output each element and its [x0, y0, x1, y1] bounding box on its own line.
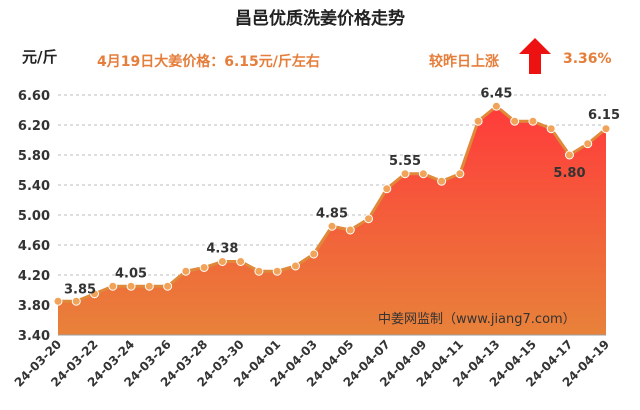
data-point [163, 281, 173, 291]
data-label: 5.80 [553, 166, 585, 181]
data-point [309, 249, 319, 259]
y-axis-unit-label: 元/斤 [22, 48, 58, 66]
data-point [126, 281, 136, 291]
data-point [144, 281, 154, 291]
data-point [345, 225, 355, 235]
price-note: 4月19日大姜价格：6.15元/斤左右 [97, 54, 320, 70]
data-point [181, 266, 191, 276]
data-point [528, 116, 538, 126]
data-point [217, 257, 227, 266]
y-tick-label: 5.00 [18, 209, 50, 224]
data-point [400, 169, 410, 179]
data-point [583, 139, 593, 149]
data-point [53, 296, 63, 306]
data-point [71, 296, 81, 306]
data-point [90, 289, 100, 299]
data-point [364, 214, 374, 224]
price-area [58, 106, 606, 335]
data-point [546, 124, 556, 134]
data-point [236, 257, 246, 266]
data-label: 5.55 [389, 154, 421, 169]
y-tick-label: 3.40 [18, 329, 50, 344]
data-point [564, 150, 574, 160]
change-label: 较昨日上涨 [429, 54, 499, 70]
data-point [473, 116, 483, 126]
data-point [601, 124, 611, 134]
y-tick-label: 4.60 [18, 239, 50, 254]
chart-title: 昌邑优质洗姜价格走势 [235, 9, 405, 29]
data-label: 6.45 [480, 86, 512, 101]
y-tick-label: 6.20 [18, 119, 50, 134]
data-point [290, 261, 300, 271]
y-tick-label: 5.80 [18, 149, 50, 164]
data-point [327, 221, 337, 231]
data-point [382, 184, 392, 194]
watermark: 中姜网监制（www.jiang7.com） [378, 312, 576, 327]
y-tick-label: 3.80 [18, 299, 50, 314]
data-point [108, 281, 118, 291]
y-tick-label: 6.60 [18, 89, 50, 104]
y-tick-label: 5.40 [18, 179, 50, 194]
data-point [510, 116, 520, 126]
data-label: 4.38 [206, 242, 238, 257]
up-arrow-icon [519, 38, 551, 74]
data-label: 3.85 [64, 282, 96, 297]
data-point [272, 266, 282, 276]
y-tick-label: 4.20 [18, 269, 50, 284]
data-label: 6.15 [588, 108, 620, 123]
data-point [254, 266, 264, 276]
data-point [437, 176, 447, 186]
data-point [418, 169, 428, 179]
data-label: 4.85 [316, 206, 348, 221]
data-point [199, 263, 209, 272]
data-point [491, 101, 501, 111]
data-point [455, 169, 465, 179]
data-label: 4.05 [115, 266, 147, 281]
change-value: 3.36% [563, 51, 612, 67]
